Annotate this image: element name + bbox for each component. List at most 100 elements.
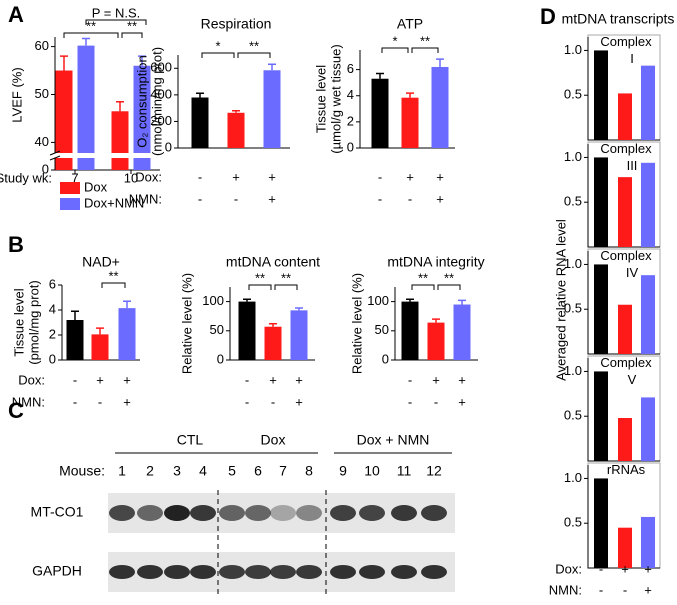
condition-label: Dox: xyxy=(135,169,162,184)
bar xyxy=(111,111,129,170)
blot-row-label: Mouse: xyxy=(59,463,105,479)
blot-group-label: CTL xyxy=(177,432,204,448)
blot-band xyxy=(137,565,163,579)
condition-label: NMN: xyxy=(12,394,45,409)
error-bar xyxy=(232,110,240,113)
significance-label: ** xyxy=(444,270,454,285)
y-tick-label: 1.0 xyxy=(564,256,582,271)
mouse-number: 1 xyxy=(118,463,126,479)
panel-annotation: Complex xyxy=(600,141,652,156)
blot-band xyxy=(164,565,190,579)
significance-bracket xyxy=(237,52,271,58)
blot-band xyxy=(421,505,447,521)
condition-sign: + xyxy=(644,582,652,597)
y-tick-label: 100 xyxy=(367,293,389,308)
error-bar xyxy=(458,299,466,305)
significance-bracket xyxy=(101,282,126,288)
condition-sign: + xyxy=(295,394,303,409)
bar xyxy=(427,322,445,360)
bar xyxy=(431,66,449,148)
blot-band xyxy=(391,565,417,579)
y-tick-label: 0 xyxy=(49,351,56,366)
blot-band xyxy=(270,505,296,521)
y-tick-label: 6 xyxy=(347,61,354,76)
significance-label: ** xyxy=(418,270,428,285)
condition-sign: - xyxy=(599,582,603,597)
panel-d-title: mtDNA transcripts xyxy=(562,11,675,27)
error-bar xyxy=(96,327,104,335)
condition-sign: + xyxy=(123,394,131,409)
y-tick-label: 0.5 xyxy=(564,301,582,316)
error-bar xyxy=(295,307,303,311)
condition-sign: + xyxy=(644,561,652,576)
condition-sign: + xyxy=(295,372,303,387)
bar xyxy=(594,371,608,461)
error-bar xyxy=(196,92,204,98)
bar xyxy=(290,310,308,360)
panel-annotation: IV xyxy=(626,265,639,280)
bar xyxy=(91,334,109,360)
blot-band xyxy=(137,505,163,521)
bar xyxy=(371,78,389,148)
bar xyxy=(618,418,632,461)
legend-label: Dox+NMN xyxy=(84,195,144,210)
y-axis-label: (nmol/min/mg prot) xyxy=(149,47,164,156)
significance-bracket xyxy=(63,32,119,38)
panel-label: D xyxy=(540,4,556,29)
condition-sign: - xyxy=(271,394,275,409)
blot-group-label: Dox + NMN xyxy=(357,432,430,448)
panel-label: A xyxy=(8,2,24,27)
y-axis-label: Relative level (%) xyxy=(349,273,364,374)
condition-label: Dox: xyxy=(555,561,582,576)
condition-sign: + xyxy=(436,169,444,184)
legend-swatch xyxy=(60,182,80,194)
condition-sign: - xyxy=(245,394,249,409)
blot-band xyxy=(109,565,135,579)
axis xyxy=(587,251,660,355)
blot-band xyxy=(190,505,216,521)
chart-title: ATP xyxy=(397,16,423,32)
significance-label: ** xyxy=(108,268,118,283)
blot-band xyxy=(421,565,447,579)
significance-label: ** xyxy=(127,18,137,33)
mouse-number: 12 xyxy=(426,463,442,479)
error-bar xyxy=(268,63,276,71)
bar xyxy=(641,275,655,354)
significance-bracket xyxy=(121,32,143,38)
mouse-number: 10 xyxy=(364,463,380,479)
y-tick-label: 2 xyxy=(347,113,354,128)
y-tick-label: 1.0 xyxy=(564,470,582,485)
panel-annotation: Complex xyxy=(600,355,652,370)
axis xyxy=(587,37,660,141)
y-tick-label: 1.0 xyxy=(564,149,582,164)
mouse-number: 8 xyxy=(305,463,313,479)
significance-bracket xyxy=(85,19,147,25)
chart-title: mtDNA integrity xyxy=(387,254,484,270)
condition-sign: + xyxy=(432,372,440,387)
error-bar xyxy=(138,55,146,66)
condition-sign: - xyxy=(378,169,382,184)
blot-band xyxy=(190,565,216,579)
condition-sign: + xyxy=(268,169,276,184)
panel-annotation: III xyxy=(627,158,638,173)
bar xyxy=(191,97,209,148)
significance-label: * xyxy=(392,33,397,48)
error-bar xyxy=(269,323,277,327)
condition-sign: + xyxy=(96,372,104,387)
panel-d-ylabel: Averaged relative RNA level xyxy=(553,219,568,381)
condition-sign: - xyxy=(98,394,102,409)
condition-sign: - xyxy=(434,394,438,409)
condition-label: Dox: xyxy=(18,372,45,387)
bar xyxy=(641,516,655,568)
error-bar xyxy=(406,298,414,302)
mouse-number: 9 xyxy=(339,463,347,479)
error-bar xyxy=(82,37,90,46)
blot-band xyxy=(245,505,271,521)
y-tick-label: 600 xyxy=(150,60,172,75)
condition-sign: + xyxy=(269,372,277,387)
y-axis-label: Tissue level xyxy=(11,288,26,356)
y-tick-label: 0.5 xyxy=(564,408,582,423)
significance-label: * xyxy=(215,38,220,53)
error-bar xyxy=(60,55,68,71)
error-bar xyxy=(436,58,444,67)
